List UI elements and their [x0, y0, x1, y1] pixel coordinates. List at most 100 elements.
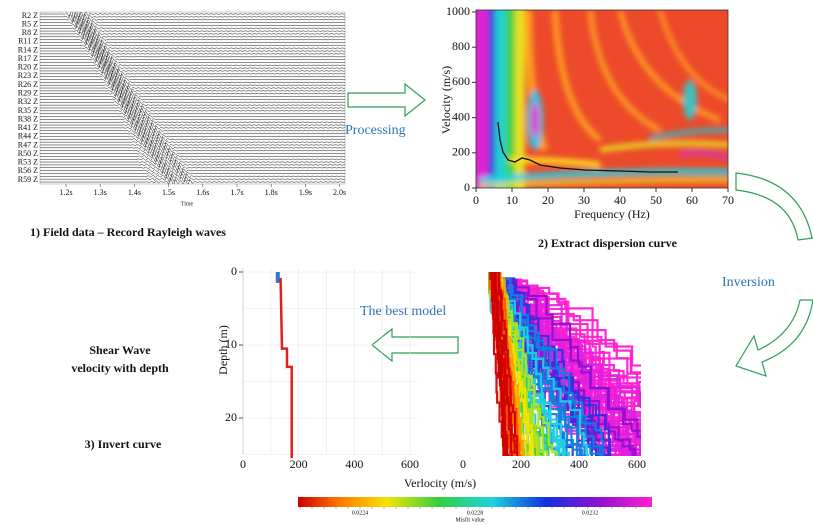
- trace: [40, 62, 345, 73]
- trace: [40, 133, 345, 141]
- trace-label: R17 Z: [18, 54, 38, 63]
- arrow-processing: [347, 82, 426, 118]
- trace: [40, 48, 345, 59]
- trace: [40, 71, 345, 83]
- arrow-inversion-bottom: [735, 299, 813, 377]
- trace-label: R29 Z: [18, 89, 38, 98]
- x-tick-label: 60: [686, 193, 698, 207]
- trace: [40, 123, 345, 132]
- trace: [40, 51, 345, 63]
- trace: [40, 120, 345, 129]
- trace: [40, 28, 345, 39]
- inversion-label: Inversion: [722, 275, 775, 290]
- trace: [40, 95, 345, 105]
- trace: [40, 60, 345, 71]
- trace: [40, 68, 345, 79]
- colorbar-ticks: 0.0224 0.0228 0.0232: [299, 507, 649, 516]
- x-tick-label: 200: [512, 457, 530, 471]
- dispersion-curve: [497, 121, 678, 173]
- dispersion-frame: [475, 9, 729, 189]
- trace-label: R53 Z: [18, 158, 38, 167]
- best-model-line: [279, 277, 293, 459]
- ensemble-model: [494, 272, 511, 456]
- y-tick-label: 600: [452, 74, 470, 88]
- y-tick-label: 800: [452, 39, 470, 53]
- trace: [40, 100, 345, 110]
- x-tick-label: 600: [401, 457, 419, 471]
- processing-label: Processing: [345, 123, 406, 138]
- x-tick-label: 30: [578, 193, 590, 207]
- y-tick-label: 0: [464, 180, 470, 194]
- trace-label: R44 Z: [18, 132, 38, 141]
- trace-label: R11 Z: [18, 37, 38, 46]
- x-tick-label: 400: [570, 457, 588, 471]
- trace: [40, 65, 345, 76]
- trace-label: R50 Z: [18, 149, 38, 158]
- arrow-inversion-top: [735, 172, 813, 241]
- heat-blobs: [476, 10, 728, 188]
- best-model-panel: [242, 268, 418, 459]
- trace-label: R5 Z: [22, 19, 38, 28]
- y-tick-label: 1000: [446, 4, 470, 18]
- trace-label: R38 Z: [18, 114, 38, 123]
- ensemble-model: [497, 272, 603, 456]
- ensemble-model: [497, 272, 514, 456]
- trace: [40, 109, 345, 119]
- x-tick-label: 0: [460, 457, 466, 471]
- time-tick-label: 1.7s: [230, 188, 243, 197]
- frequency-label: Frequency (Hz): [574, 207, 650, 221]
- caption-3: 3) Invert curve: [85, 437, 162, 451]
- time-tick-label: 2.0s: [333, 188, 346, 197]
- trace-label: R35 Z: [18, 106, 38, 115]
- trace: [40, 85, 345, 96]
- trace: [40, 106, 345, 116]
- y-tick-label: 200: [452, 145, 470, 159]
- trace: [40, 138, 345, 146]
- trace: [40, 170, 345, 177]
- y-tick-label: 10: [225, 337, 237, 351]
- trace: [40, 12, 345, 22]
- trace: [40, 167, 345, 174]
- time-label: Time: [181, 201, 194, 207]
- trace-label: R47 Z: [18, 140, 38, 149]
- x-tick-label: 20: [542, 193, 554, 207]
- trace: [40, 74, 345, 85]
- trace: [40, 118, 345, 127]
- trace: [40, 31, 345, 43]
- ensemble-model: [495, 272, 641, 407]
- trace: [40, 153, 345, 161]
- trace: [40, 126, 345, 135]
- seismic-traces: [40, 12, 345, 184]
- colorbar-tick-label: 0.0228: [467, 510, 484, 516]
- x-tick-label: 70: [722, 193, 734, 207]
- trace: [40, 17, 345, 28]
- trace: [40, 77, 345, 88]
- trace: [40, 88, 345, 100]
- time-tick-label: 1.2s: [59, 188, 72, 197]
- ensemble-model: [494, 272, 641, 438]
- trace: [40, 115, 345, 124]
- colorbar-tick-label: 0.0232: [582, 510, 599, 516]
- trace: [40, 135, 345, 144]
- dispersion-ticks: 0 200 400 600 800 1000 0 10 20 30 40 50 60 70: [446, 4, 734, 207]
- trace: [40, 173, 345, 181]
- colorbar-tick-label: 0.0224: [352, 510, 369, 516]
- trace: [40, 25, 345, 36]
- depth-label: Depth (m): [216, 325, 230, 375]
- trace: [40, 129, 345, 138]
- best-model-label: The best model: [360, 304, 446, 319]
- trace-label: R56 Z: [18, 166, 38, 175]
- x-tick-label: 600: [628, 457, 646, 471]
- x-tick-label: 200: [290, 457, 308, 471]
- title-line-2: velocity with depth: [71, 361, 169, 375]
- time-tick-label: 1.6s: [196, 188, 209, 197]
- colorbar-label: Misfit value: [455, 516, 484, 523]
- time-tick-label: 1.4s: [128, 188, 141, 197]
- trace-label: R8 Z: [22, 28, 38, 37]
- model-ensemble: [488, 272, 641, 456]
- title-line-1: Shear Wave: [89, 343, 151, 357]
- trace: [40, 112, 345, 122]
- trace: [40, 97, 345, 108]
